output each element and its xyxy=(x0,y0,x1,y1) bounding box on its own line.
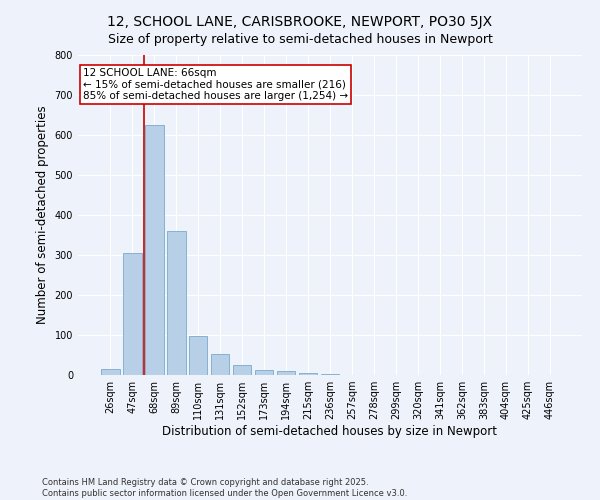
Bar xyxy=(123,253,142,375)
Y-axis label: Number of semi-detached properties: Number of semi-detached properties xyxy=(36,106,49,324)
Bar xyxy=(189,336,208,375)
Bar xyxy=(211,354,229,375)
X-axis label: Distribution of semi-detached houses by size in Newport: Distribution of semi-detached houses by … xyxy=(163,425,497,438)
Bar xyxy=(320,374,340,375)
Bar xyxy=(145,125,164,375)
Bar xyxy=(255,370,274,375)
Bar xyxy=(299,374,317,375)
Bar xyxy=(277,371,295,375)
Bar xyxy=(101,369,119,375)
Bar xyxy=(233,365,251,375)
Text: Size of property relative to semi-detached houses in Newport: Size of property relative to semi-detach… xyxy=(107,32,493,46)
Text: 12, SCHOOL LANE, CARISBROOKE, NEWPORT, PO30 5JX: 12, SCHOOL LANE, CARISBROOKE, NEWPORT, P… xyxy=(107,15,493,29)
Bar xyxy=(167,231,185,375)
Text: Contains HM Land Registry data © Crown copyright and database right 2025.
Contai: Contains HM Land Registry data © Crown c… xyxy=(42,478,407,498)
Text: 12 SCHOOL LANE: 66sqm
← 15% of semi-detached houses are smaller (216)
85% of sem: 12 SCHOOL LANE: 66sqm ← 15% of semi-deta… xyxy=(83,68,348,101)
